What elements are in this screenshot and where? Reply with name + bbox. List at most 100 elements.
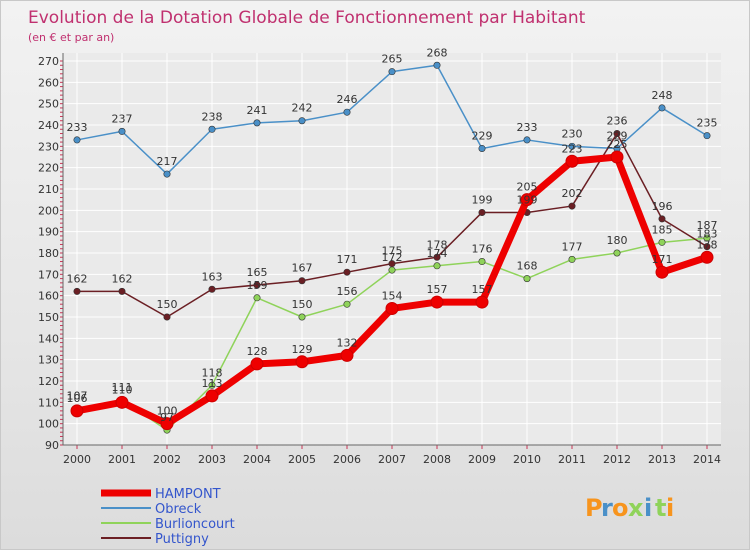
- y-tick-label: 120: [38, 375, 59, 388]
- data-point: [118, 127, 126, 135]
- data-label: 167: [292, 262, 313, 275]
- logo-letter: x: [628, 494, 644, 522]
- data-label: 132: [337, 336, 358, 349]
- data-point: [655, 265, 669, 279]
- logo-letter: P: [585, 494, 603, 522]
- data-point: [433, 262, 441, 270]
- data-label: 150: [292, 298, 313, 311]
- data-label: 174: [427, 247, 448, 260]
- data-label: 154: [382, 289, 403, 302]
- data-label: 233: [67, 121, 88, 134]
- data-point: [295, 355, 309, 369]
- data-point: [343, 300, 351, 308]
- data-label: 111: [112, 381, 133, 394]
- y-tick-label: 210: [38, 183, 59, 196]
- x-tick-label: 2005: [288, 453, 316, 466]
- data-label: 162: [67, 272, 88, 285]
- data-point: [208, 125, 216, 133]
- data-label: 159: [247, 279, 268, 292]
- data-label: 178: [697, 238, 718, 251]
- x-tick-label: 2002: [153, 453, 181, 466]
- data-point: [73, 287, 81, 295]
- data-point: [478, 144, 486, 152]
- data-point: [613, 249, 621, 257]
- data-label: 196: [652, 200, 673, 213]
- data-point: [700, 250, 714, 264]
- data-point: [520, 193, 534, 207]
- data-point: [163, 170, 171, 178]
- data-point: [163, 313, 171, 321]
- data-point: [298, 117, 306, 125]
- data-label: 246: [337, 93, 358, 106]
- data-label: 165: [247, 266, 268, 279]
- y-tick-label: 190: [38, 226, 59, 239]
- data-label: 113: [202, 377, 223, 390]
- data-point: [340, 348, 354, 362]
- y-tick-label: 150: [38, 311, 59, 324]
- logo-letter: i: [666, 494, 674, 522]
- y-tick-label: 100: [38, 418, 59, 431]
- data-point: [703, 234, 711, 242]
- data-point: [298, 277, 306, 285]
- data-label: 236: [607, 115, 628, 128]
- data-label: 265: [382, 53, 403, 66]
- x-tick-label: 2012: [603, 453, 631, 466]
- data-label: 150: [157, 298, 178, 311]
- data-label: 171: [337, 253, 358, 266]
- data-label: 107: [67, 390, 88, 403]
- y-tick-label: 110: [38, 396, 59, 409]
- y-tick-label: 230: [38, 140, 59, 153]
- legend-label: Obreck: [155, 502, 202, 517]
- data-point: [568, 255, 576, 263]
- y-tick-label: 90: [45, 439, 59, 452]
- data-point: [343, 108, 351, 116]
- x-tick-label: 2009: [468, 453, 496, 466]
- y-tick-label: 240: [38, 119, 59, 132]
- data-label: 163: [202, 270, 223, 283]
- data-point: [253, 119, 261, 127]
- data-label: 118: [202, 366, 223, 379]
- data-label: 180: [607, 234, 628, 247]
- data-point: [658, 238, 666, 246]
- data-point: [70, 404, 84, 418]
- data-point: [565, 154, 579, 168]
- data-point: [568, 142, 576, 150]
- legend-label: Burlioncourt: [155, 517, 235, 532]
- x-tick-label: 2003: [198, 453, 226, 466]
- y-tick-label: 140: [38, 332, 59, 345]
- data-point: [208, 381, 216, 389]
- data-label: 202: [562, 187, 583, 200]
- logo-letter: i: [644, 494, 652, 522]
- data-label: 157: [472, 283, 493, 296]
- chart-title: Evolution de la Dotation Globale de Fonc…: [28, 8, 586, 28]
- data-label: 233: [517, 121, 538, 134]
- legend-label: Puttigny: [155, 532, 209, 547]
- data-point: [160, 417, 174, 431]
- data-point: [115, 395, 129, 409]
- data-label: 100: [157, 405, 178, 418]
- x-tick-label: 2014: [693, 453, 721, 466]
- data-point: [388, 266, 396, 274]
- data-label: 199: [472, 193, 493, 206]
- data-label: 168: [517, 260, 538, 273]
- data-label: 185: [652, 223, 673, 236]
- data-label: 129: [292, 343, 313, 356]
- data-label: 229: [607, 129, 628, 142]
- data-label: 110: [112, 383, 133, 396]
- data-point: [388, 260, 396, 268]
- data-point: [388, 68, 396, 76]
- logo-letter: r: [601, 494, 613, 522]
- x-tick-label: 2004: [243, 453, 271, 466]
- data-label: 183: [697, 228, 718, 241]
- legend-label: HAMPONT: [155, 487, 221, 502]
- data-point: [253, 294, 261, 302]
- data-label: 171: [652, 253, 673, 266]
- x-tick-label: 2010: [513, 453, 541, 466]
- y-tick-label: 260: [38, 76, 59, 89]
- data-point: [250, 357, 264, 371]
- x-tick-label: 2011: [558, 453, 586, 466]
- chart-subtitle: (en € et par an): [28, 31, 114, 44]
- data-point: [703, 132, 711, 140]
- data-label: 106: [67, 392, 88, 405]
